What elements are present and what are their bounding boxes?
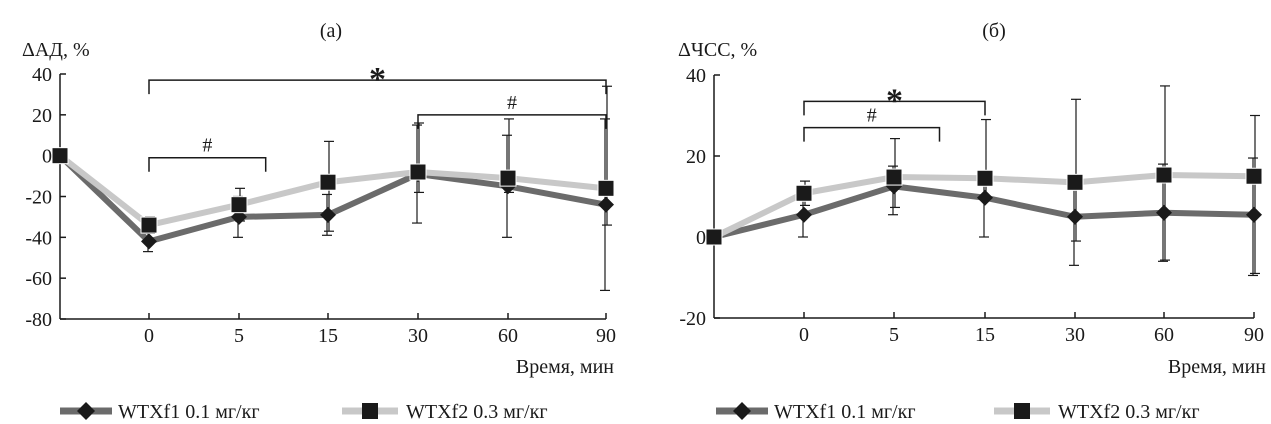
square-marker xyxy=(51,147,69,165)
significance-bracket xyxy=(148,156,267,172)
panel-a-x-axis-label: Время, мин xyxy=(516,356,614,378)
y-tick-label: -60 xyxy=(25,268,52,290)
legend-diamond-marker xyxy=(77,402,95,420)
legend-label-series1: WTXf1 0.1 мг/кг xyxy=(774,401,916,423)
y-tick-label: -40 xyxy=(25,227,52,249)
square-marker xyxy=(1155,166,1173,184)
square-marker xyxy=(140,216,158,234)
significance-bracket xyxy=(803,100,986,116)
square-marker xyxy=(976,169,994,187)
square-marker xyxy=(319,173,337,191)
diamond-marker xyxy=(320,206,336,223)
significance-symbol: * xyxy=(886,82,903,119)
y-tick-label: -20 xyxy=(25,187,52,209)
panel-b-legend: WTXf1 0.1 мг/кг WTXf2 0.3 мг/кг xyxy=(716,401,1200,423)
significance-symbol: # xyxy=(202,135,212,157)
panel-b-title: (б) xyxy=(982,20,1006,42)
x-tick-label: 0 xyxy=(144,325,154,347)
panel-b-x-axis-label: Время, мин xyxy=(1168,356,1266,378)
square-marker xyxy=(885,168,903,186)
y-tick-label: 0 xyxy=(42,146,52,168)
square-marker xyxy=(409,163,427,181)
panel-a-plot-area: * # # xyxy=(51,61,615,292)
legend-label-series2: WTXf2 0.3 мг/кг xyxy=(406,401,548,423)
x-tick-label: 5 xyxy=(889,324,899,346)
panel-a-axes: 40 20 0 -20 -40 -60 -80 0 5 15 30 60 90 xyxy=(25,64,616,347)
diamond-marker xyxy=(1156,204,1172,221)
x-tick-label: 30 xyxy=(1065,324,1085,346)
panel-b-axes: 40 20 0 -20 0 5 15 30 60 90 xyxy=(679,65,1264,346)
y-tick-label: 40 xyxy=(686,65,706,87)
square-marker xyxy=(597,179,615,197)
diamond-marker xyxy=(796,206,812,223)
square-marker xyxy=(705,228,723,246)
panel-b-plot-area: *# xyxy=(705,82,1263,277)
x-tick-label: 15 xyxy=(975,324,995,346)
x-tick-label: 60 xyxy=(498,325,518,347)
diamond-marker xyxy=(598,196,614,213)
diamond-marker xyxy=(1246,206,1262,223)
y-tick-label: -80 xyxy=(25,309,52,331)
square-marker xyxy=(1066,173,1084,191)
significance-bracket xyxy=(803,126,941,142)
diamond-marker xyxy=(141,233,157,250)
y-tick-label: 40 xyxy=(32,64,52,86)
x-tick-label: 30 xyxy=(408,325,428,347)
legend-label-series2: WTXf2 0.3 мг/кг xyxy=(1058,401,1200,423)
significance-symbol: # xyxy=(867,105,877,127)
square-marker xyxy=(230,196,248,214)
legend-square-marker xyxy=(1014,403,1030,419)
square-marker xyxy=(499,169,517,187)
x-tick-label: 0 xyxy=(799,324,809,346)
legend-label-series1: WTXf1 0.1 мг/кг xyxy=(118,401,260,423)
diamond-marker xyxy=(1067,208,1083,225)
y-tick-label: 0 xyxy=(696,227,706,249)
y-tick-label: 20 xyxy=(32,105,52,127)
panel-a-y-axis-label: ΔАД, % xyxy=(22,39,90,61)
legend-square-marker xyxy=(362,403,378,419)
x-tick-label: 15 xyxy=(318,325,338,347)
square-marker xyxy=(1245,167,1263,185)
significance-bracket xyxy=(417,114,607,129)
significance-symbol: # xyxy=(507,92,517,114)
panel-a-legend: WTXf1 0.1 мг/кг WTXf2 0.3 мг/кг xyxy=(60,401,548,423)
x-tick-label: 5 xyxy=(234,325,244,347)
significance-symbol: * xyxy=(369,61,386,98)
square-marker xyxy=(795,184,813,202)
legend-diamond-marker xyxy=(733,402,751,420)
significance-bracket xyxy=(148,79,607,95)
y-tick-label: -20 xyxy=(679,308,706,330)
x-tick-label: 60 xyxy=(1154,324,1174,346)
diamond-marker xyxy=(977,189,993,206)
x-tick-label: 90 xyxy=(596,325,616,347)
panel-b-y-axis-label: ΔЧСС, % xyxy=(678,39,757,61)
y-tick-label: 20 xyxy=(686,146,706,168)
x-tick-label: 90 xyxy=(1244,324,1264,346)
panel-a-title: (а) xyxy=(320,20,342,42)
